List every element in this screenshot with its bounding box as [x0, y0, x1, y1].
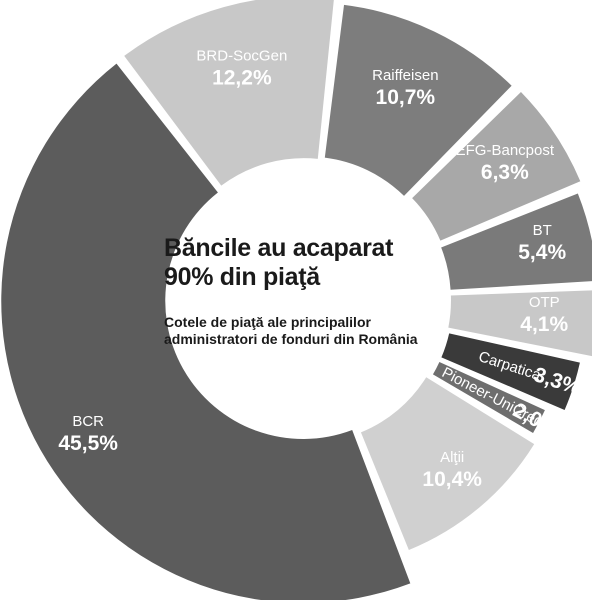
slice-otp — [448, 290, 592, 357]
slice-value-bcr: 45,5% — [58, 432, 118, 455]
slice-value-bt: 5,4% — [518, 241, 566, 264]
slice-name-otp: OTP — [529, 294, 560, 311]
slice-name-bt: BT — [533, 222, 552, 239]
chart-subtitle-line2: administratori de fonduri din România — [164, 331, 418, 347]
slice-name-brd-socgen: BRD-SocGen — [196, 48, 287, 65]
slice-name-bcr: BCR — [72, 413, 104, 430]
chart-subtitle-line1: Cotele de piaţă ale principalilor — [164, 314, 371, 330]
slice-pioneer-unicredit — [432, 361, 545, 433]
slice-brd-socgen — [124, 0, 334, 186]
chart-title: Băncile au acaparat 90% din piaţă — [164, 234, 434, 292]
chart-title-line2: 90% din piaţă — [164, 263, 320, 291]
slice-value-altii: 10,4% — [422, 468, 482, 491]
slice-raiffeisen — [324, 4, 512, 196]
slice-name-efg-bancpost: EFG-Bancpost — [456, 142, 555, 159]
chart-title-line1: Băncile au acaparat — [164, 234, 394, 262]
slice-altii — [360, 377, 535, 551]
labels-group: BRD-SocGen 12,2% Raiffeisen 10,7% EFG-Bancpo… — [58, 48, 583, 492]
slice-value-brd-socgen: 12,2% — [212, 67, 272, 90]
slice-name-raiffeisen: Raiffeisen — [372, 67, 438, 84]
slice-efg-bancpost — [412, 92, 581, 241]
slice-name-altii: Alţii — [440, 449, 464, 466]
slice-value-raiffeisen: 10,7% — [376, 86, 436, 109]
slice-bcr — [1, 63, 411, 600]
slice-value-efg-bancpost: 6,3% — [481, 161, 529, 184]
slice-carpatica — [441, 333, 580, 411]
chart-subtitle: Cotele de piaţă ale principalilor admini… — [164, 314, 434, 348]
slice-value-otp: 4,1% — [520, 313, 568, 336]
slice-bt — [441, 193, 592, 290]
